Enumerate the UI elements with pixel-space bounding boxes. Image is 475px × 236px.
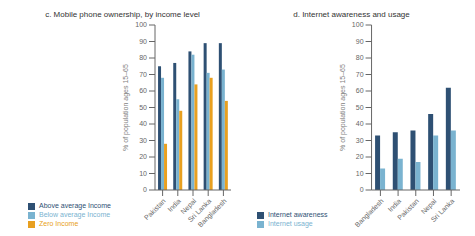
html-text:Zero Income: Zero Income xyxy=(39,220,79,227)
svg-text:20: 20 xyxy=(356,153,364,160)
svg-text:20: 20 xyxy=(139,153,147,160)
html-text:Below average Income: Below average Income xyxy=(39,211,111,218)
svg-text:70: 70 xyxy=(356,71,364,78)
svg-text:80: 80 xyxy=(356,54,364,61)
svg-text:Sri Lanka: Sri Lanka xyxy=(430,197,456,223)
svg-text:Bangladesh: Bangladesh xyxy=(197,197,229,228)
svg-text:Sri Lanka: Sri Lanka xyxy=(186,197,213,224)
svg-text:90: 90 xyxy=(139,38,147,45)
svg-text:100: 100 xyxy=(352,21,364,28)
html-text:Above average Income: Above average Income xyxy=(39,202,111,209)
svg-text:50: 50 xyxy=(356,104,364,111)
svg-text:90: 90 xyxy=(356,38,364,45)
svg-text:Pakistan: Pakistan xyxy=(396,197,420,221)
svg-text:India: India xyxy=(387,197,403,213)
svg-text:10: 10 xyxy=(139,170,147,177)
svg-text:% of population ages 15–65: % of population ages 15–65 xyxy=(122,64,130,151)
svg-text:30: 30 xyxy=(356,137,364,144)
svg-text:10: 10 xyxy=(356,170,364,177)
svg-text:70: 70 xyxy=(139,71,147,78)
svg-text:0: 0 xyxy=(360,186,364,193)
svg-text:60: 60 xyxy=(356,87,364,94)
svg-text:40: 40 xyxy=(139,120,147,127)
svg-text:60: 60 xyxy=(139,87,147,94)
svg-text:Nepal: Nepal xyxy=(419,197,438,216)
svg-text:Pakistan: Pakistan xyxy=(143,197,167,221)
html-text:Internet usage: Internet usage xyxy=(268,220,313,227)
svg-text:40: 40 xyxy=(356,120,364,127)
svg-text:80: 80 xyxy=(139,54,147,61)
svg-text:100: 100 xyxy=(135,21,147,28)
html-text:Internet awareness: Internet awareness xyxy=(268,211,328,218)
svg-text:Bangladesh: Bangladesh xyxy=(354,197,386,228)
svg-text:% of population ages 15–65: % of population ages 15–65 xyxy=(339,64,347,151)
html-text:d. Internet awareness and usag: d. Internet awareness and usage xyxy=(293,10,410,19)
svg-text:50: 50 xyxy=(139,104,147,111)
html-text:c. Mobile phone ownership, by: c. Mobile phone ownership, by income lev… xyxy=(45,10,200,19)
svg-text:India: India xyxy=(166,197,182,213)
svg-text:0: 0 xyxy=(143,186,147,193)
svg-text:Nepal: Nepal xyxy=(179,197,198,216)
svg-text:30: 30 xyxy=(139,137,147,144)
